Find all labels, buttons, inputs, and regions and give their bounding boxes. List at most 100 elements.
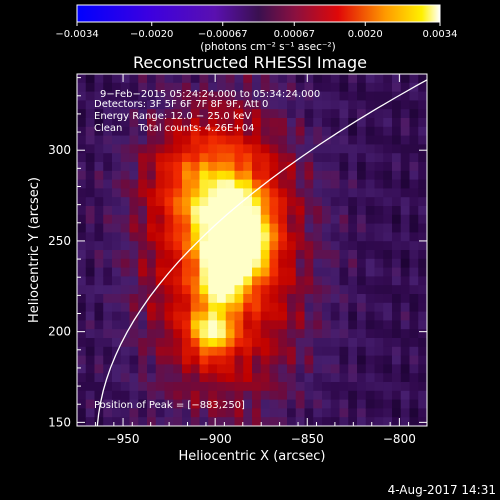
- heatmap-cell: [278, 302, 288, 313]
- heatmap-cell: [400, 311, 411, 321]
- heatmap-cell: [322, 223, 332, 233]
- heatmap-cell: [295, 100, 306, 110]
- heatmap-cell: [339, 82, 349, 93]
- heatmap-cell: [269, 135, 279, 145]
- heatmap-cell: [85, 355, 96, 365]
- heatmap-cell: [190, 417, 201, 426]
- heatmap-cell: [225, 302, 236, 313]
- heatmap-cell: [330, 214, 341, 225]
- heatmap-cell: [339, 294, 349, 304]
- heatmap-cell: [304, 118, 314, 128]
- heatmap-cell: [190, 302, 201, 313]
- heatmap-cell: [383, 162, 393, 172]
- heatmap-cell: [287, 311, 297, 321]
- heatmap-cell: [190, 153, 201, 163]
- heatmap-cell: [217, 267, 227, 277]
- heatmap-cell: [313, 162, 323, 172]
- heatmap-cell: [85, 382, 96, 392]
- heatmap-cell: [269, 179, 279, 189]
- heatmap-cell: [77, 364, 87, 374]
- heatmap-cell: [392, 276, 402, 286]
- heatmap-cell: [365, 250, 376, 260]
- heatmap-cell: [304, 320, 314, 330]
- heatmap-cell: [147, 320, 157, 330]
- heatmap-cell: [164, 390, 174, 401]
- heatmap-cell: [147, 382, 157, 392]
- heatmap-cell: [120, 232, 131, 242]
- heatmap-cell: [155, 82, 166, 93]
- heatmap-cell: [129, 232, 139, 242]
- heatmap-cell: [94, 170, 104, 181]
- heatmap-cell: [208, 118, 218, 128]
- heatmap-cell: [199, 329, 209, 339]
- heatmap-cell: [243, 126, 253, 137]
- heatmap-cell: [112, 346, 122, 357]
- heatmap-cell: [278, 285, 288, 295]
- heatmap-cell: [269, 74, 279, 84]
- heatmap-cell: [217, 390, 227, 401]
- heatmap-cell: [190, 364, 201, 374]
- heatmap-cell: [409, 338, 419, 348]
- heatmap-cell: [199, 382, 209, 392]
- heatmap-cell: [199, 170, 209, 181]
- heatmap-cell: [217, 417, 227, 426]
- heatmap: [77, 74, 427, 426]
- heatmap-cell: [313, 144, 323, 154]
- heatmap-cell: [383, 206, 393, 216]
- heatmap-cell: [383, 135, 393, 145]
- heatmap-cell: [164, 135, 174, 145]
- heatmap-cell: [409, 241, 419, 251]
- heatmap-cell: [138, 206, 148, 216]
- heatmap-cell: [103, 408, 113, 418]
- heatmap-cell: [94, 118, 104, 128]
- heatmap-cell: [348, 144, 358, 154]
- heatmap-cell: [155, 311, 166, 321]
- heatmap-cell: [243, 214, 253, 225]
- heatmap-cell: [129, 179, 139, 189]
- heatmap-cell: [217, 74, 227, 84]
- heatmap-cell: [357, 91, 367, 101]
- heatmap-cell: [85, 338, 96, 348]
- heatmap-cell: [269, 109, 279, 119]
- heatmap-cell: [138, 223, 148, 233]
- heatmap-cell: [190, 267, 201, 277]
- heatmap-cell: [182, 206, 192, 216]
- heatmap-cell: [147, 197, 157, 207]
- heatmap-cell: [313, 188, 323, 198]
- heatmap-cell: [112, 408, 122, 418]
- heatmap-cell: [348, 355, 358, 365]
- heatmap-cell: [409, 179, 419, 189]
- heatmap-cell: [409, 285, 419, 295]
- heatmap-cell: [348, 188, 358, 198]
- heatmap-cell: [103, 162, 113, 172]
- heatmap-cell: [269, 382, 279, 392]
- heatmap-cell: [374, 417, 384, 426]
- heatmap-cell: [269, 250, 279, 260]
- heatmap-cell: [304, 188, 314, 198]
- heatmap-cell: [77, 373, 87, 383]
- heatmap-cell: [418, 74, 427, 84]
- heatmap-cell: [322, 214, 332, 225]
- heatmap-cell: [400, 338, 411, 348]
- heatmap-cell: [374, 364, 384, 374]
- heatmap-cell: [234, 91, 244, 101]
- heatmap-cell: [147, 346, 157, 357]
- heatmap-cell: [418, 135, 427, 145]
- heatmap-cell: [330, 338, 341, 348]
- heatmap-cell: [129, 302, 139, 313]
- heatmap-cell: [155, 223, 166, 233]
- heatmap-cell: [409, 294, 419, 304]
- heatmap-cell: [103, 285, 113, 295]
- heatmap-cell: [103, 82, 113, 93]
- heatmap-cell: [295, 329, 306, 339]
- heatmap-cell: [330, 197, 341, 207]
- heatmap-cell: [313, 329, 323, 339]
- colorbar-tick-label: −0.0020: [130, 29, 173, 40]
- heatmap-cell: [409, 320, 419, 330]
- heatmap-cell: [103, 170, 113, 181]
- heatmap-cell: [392, 241, 402, 251]
- heatmap-cell: [383, 364, 393, 374]
- heatmap-cell: [365, 118, 376, 128]
- heatmap-cell: [348, 338, 358, 348]
- heatmap-cell: [164, 285, 174, 295]
